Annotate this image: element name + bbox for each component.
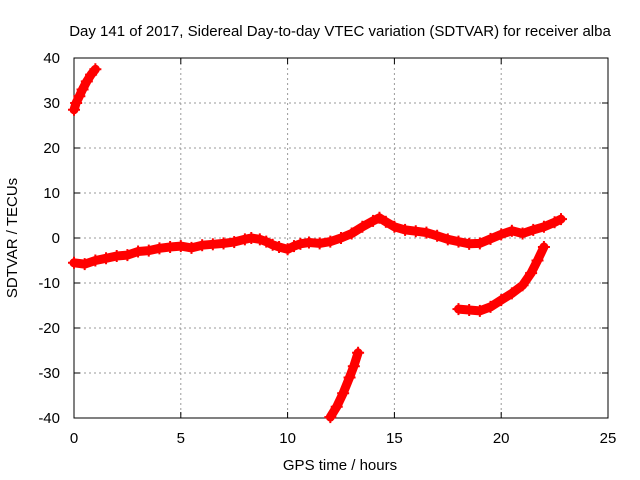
x-tick-label: 0 bbox=[70, 430, 78, 447]
data-point bbox=[294, 237, 307, 250]
x-tick-label: 20 bbox=[493, 430, 510, 447]
data-point bbox=[343, 371, 356, 384]
data-point bbox=[452, 303, 465, 316]
data-point bbox=[516, 227, 529, 240]
data-point bbox=[484, 232, 497, 245]
x-tick-label: 25 bbox=[600, 430, 617, 447]
x-tick-label: 10 bbox=[279, 430, 296, 447]
x-tick-labels: 0 5 10 15 20 25 bbox=[70, 430, 617, 447]
data-point bbox=[525, 267, 538, 280]
data-point bbox=[399, 223, 412, 236]
plot-frame bbox=[73, 57, 609, 419]
data-point bbox=[505, 287, 518, 300]
data-point bbox=[352, 346, 365, 359]
data-point bbox=[379, 215, 392, 228]
y-tick-label: 20 bbox=[43, 140, 60, 157]
data-point bbox=[80, 75, 93, 88]
x-tick-label: 5 bbox=[177, 430, 185, 447]
data-point bbox=[89, 254, 102, 267]
data-point bbox=[420, 226, 433, 239]
data-point bbox=[473, 304, 486, 317]
data-point bbox=[409, 225, 422, 238]
data-point bbox=[302, 236, 315, 249]
data-point bbox=[388, 220, 401, 233]
data-point bbox=[164, 241, 177, 253]
data-point bbox=[260, 235, 273, 248]
data-point bbox=[516, 279, 529, 292]
data-point bbox=[196, 239, 209, 252]
x-tick-label: 15 bbox=[386, 430, 403, 447]
data-point bbox=[495, 294, 508, 307]
data-point bbox=[70, 97, 83, 109]
data-point bbox=[73, 90, 86, 103]
data-point bbox=[121, 249, 134, 262]
data-point bbox=[324, 411, 337, 424]
data-point bbox=[347, 360, 360, 373]
data-point bbox=[537, 220, 550, 233]
data-point bbox=[68, 256, 80, 269]
data-point bbox=[174, 240, 187, 253]
data-point bbox=[288, 240, 301, 253]
data-point bbox=[495, 228, 508, 241]
y-tick-label: 40 bbox=[43, 50, 60, 67]
data-point bbox=[548, 216, 561, 229]
data-point bbox=[367, 214, 380, 227]
data-point bbox=[330, 400, 343, 413]
data-point bbox=[89, 63, 102, 76]
data-point bbox=[217, 237, 230, 250]
data-point bbox=[345, 227, 358, 240]
data-point bbox=[273, 241, 286, 253]
data-point bbox=[228, 236, 241, 249]
y-tick-label: -20 bbox=[38, 320, 60, 337]
data-point bbox=[313, 237, 326, 250]
data-point bbox=[463, 237, 476, 250]
y-tick-label: 0 bbox=[52, 230, 60, 247]
y-tick-label: 10 bbox=[43, 185, 60, 202]
y-tick-label: -40 bbox=[38, 410, 60, 427]
x-axis-label: GPS time / hours bbox=[283, 457, 397, 474]
data-point bbox=[185, 241, 198, 254]
y-axis-label: SDTVAR / TECUs bbox=[4, 178, 21, 298]
data-series-arc-2 bbox=[69, 213, 566, 269]
data-point bbox=[473, 237, 486, 250]
data-point bbox=[555, 213, 568, 226]
data-point bbox=[337, 387, 350, 400]
data-point bbox=[76, 83, 89, 96]
data-point bbox=[335, 232, 347, 244]
y-tick-label: -30 bbox=[38, 365, 60, 382]
data-point bbox=[100, 252, 113, 265]
data-point bbox=[356, 220, 369, 233]
data-point bbox=[452, 235, 465, 248]
data-point bbox=[206, 238, 219, 251]
data-point bbox=[142, 244, 155, 257]
data-series bbox=[68, 63, 568, 424]
data-point bbox=[324, 235, 337, 248]
data-point bbox=[537, 241, 550, 253]
data-point bbox=[531, 254, 544, 267]
data-point bbox=[484, 300, 497, 313]
data-point bbox=[68, 103, 80, 116]
data-point bbox=[373, 211, 386, 224]
data-point bbox=[431, 229, 444, 242]
data-point bbox=[281, 243, 294, 256]
data-point bbox=[238, 233, 251, 246]
data-point bbox=[527, 223, 540, 236]
data-point bbox=[132, 245, 145, 258]
chart-title: Day 141 of 2017, Sidereal Day-to-day VTE… bbox=[69, 23, 611, 40]
y-tick-label: 30 bbox=[43, 95, 60, 112]
data-point bbox=[253, 233, 266, 246]
y-tick-labels: -40 -30 -20 -10 0 10 20 30 40 bbox=[38, 50, 60, 427]
data-point bbox=[463, 304, 476, 316]
data-point bbox=[245, 232, 258, 244]
data-point bbox=[153, 242, 166, 255]
data-point bbox=[266, 238, 279, 251]
data-point bbox=[441, 233, 454, 246]
data-point bbox=[110, 250, 123, 262]
y-tick-label: -10 bbox=[38, 275, 60, 292]
data-point bbox=[78, 258, 91, 271]
data-point bbox=[505, 224, 518, 237]
